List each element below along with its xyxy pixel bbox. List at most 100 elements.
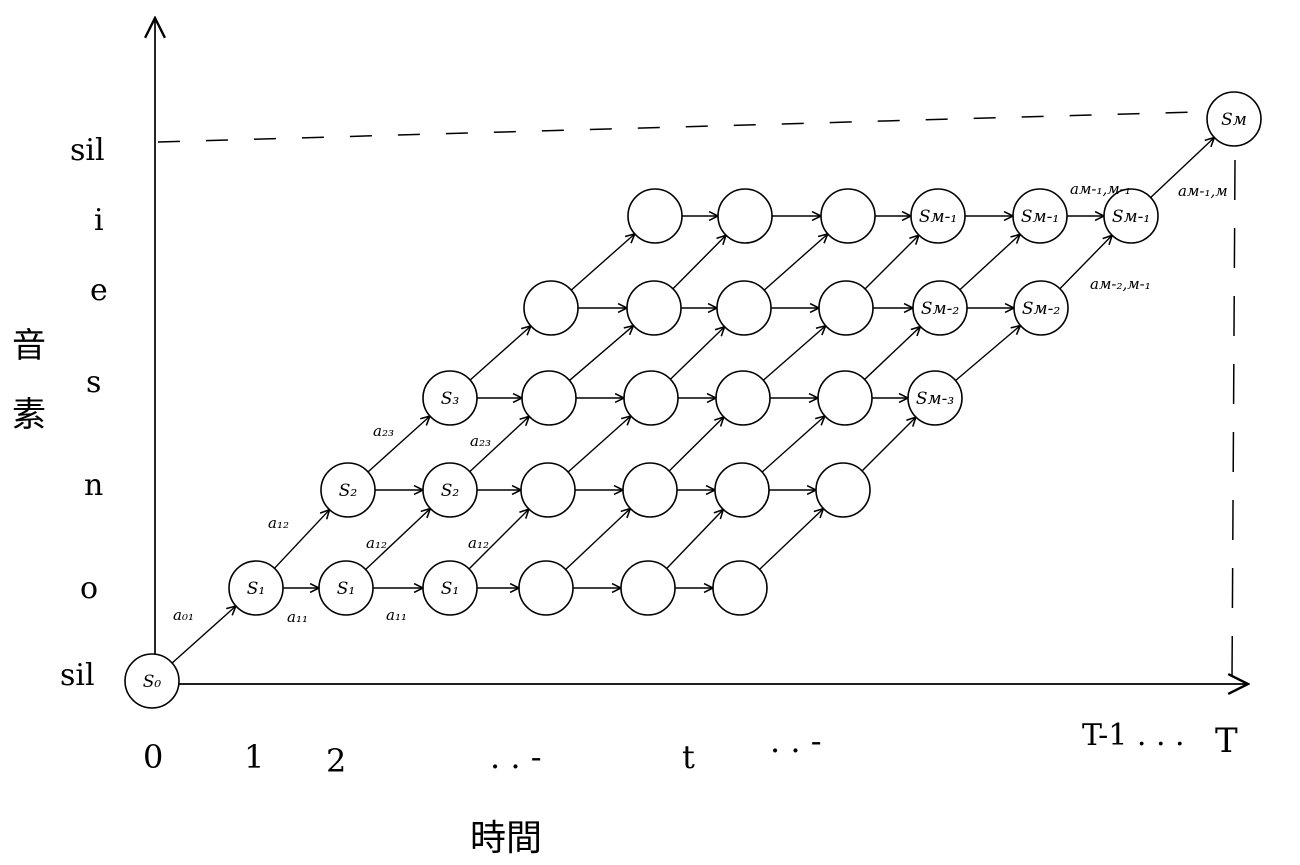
edge-label-a11-2: a₁₁ xyxy=(386,606,407,624)
state-node-circle xyxy=(318,560,374,616)
state-node-label: S₁ xyxy=(337,579,355,599)
state-node-circle xyxy=(620,560,676,616)
state-node-label: Sм-₂ xyxy=(921,299,959,319)
state-node-r1c3 xyxy=(518,560,574,616)
state-node-r3c2 xyxy=(623,370,679,426)
state-node-circle xyxy=(714,462,770,518)
edge-label-am1m1: aм-₁,м-₁ xyxy=(1070,180,1131,198)
state-node-r5c5: Sм-₁ xyxy=(1103,188,1159,244)
forward-transition-edge xyxy=(672,235,726,290)
state-node-circle xyxy=(1103,188,1159,244)
state-node-circle xyxy=(717,188,773,244)
edge-labels: a₀₁ a₁₁ a₁₁ a₁₂ a₁₂ a₁₂ a₂₃ a₂₃ aм-₁,м-₁… xyxy=(173,180,1228,626)
state-node-label: S₂ xyxy=(339,481,358,501)
state-nodes: S₀ Sм S₁ S₁ S₁ S₂ S₂ S₃ Sм-₃ Sм-₂ Sм-₂ Sм-₁ Sм-₁ Sм-₁ xyxy=(124,91,1262,709)
state-node-label: S₁ xyxy=(441,579,459,599)
forward-transition-edge xyxy=(666,509,724,569)
state-node-r1c2: S₁ xyxy=(422,560,478,616)
state-node-s0: S₀ xyxy=(124,653,180,709)
state-node-circle xyxy=(422,370,478,426)
state-node-label: S₂ xyxy=(441,481,460,501)
state-node-circle xyxy=(518,560,574,616)
state-node-r5c3: Sм-₁ xyxy=(910,188,966,244)
state-node-circle xyxy=(626,280,682,336)
state-node-label: S₁ xyxy=(247,579,265,599)
x-tick-0: 0 xyxy=(143,738,163,776)
state-node-r1c1: S₁ xyxy=(318,560,374,616)
y-tick-n: n xyxy=(84,468,103,503)
state-node-label: Sм-₃ xyxy=(916,389,954,409)
y-tick-labels: sil o n s e i sil xyxy=(60,133,108,693)
y-tick-e: e xyxy=(90,273,108,308)
forward-transition-edge xyxy=(669,327,724,380)
forward-transition-edge xyxy=(861,417,916,472)
state-node-circle xyxy=(228,560,284,616)
state-node-circle xyxy=(820,188,876,244)
state-node-r5c2 xyxy=(820,188,876,244)
state-node-circle xyxy=(910,188,966,244)
x-tick-dots-2: . . - xyxy=(770,722,822,760)
forward-transition-edge xyxy=(469,416,529,473)
y-axis-title-char-1: 音 xyxy=(12,326,46,366)
forward-transition-edge xyxy=(959,234,1020,291)
state-node-circle xyxy=(627,188,683,244)
state-node-r2c4 xyxy=(714,462,770,518)
state-node-r3c3 xyxy=(715,370,771,426)
state-node-circle xyxy=(815,462,871,518)
y-tick-o: o xyxy=(80,571,98,606)
state-node-circle xyxy=(622,462,678,518)
edge-label-a12-2: a₁₂ xyxy=(366,534,387,552)
state-node-r4c3 xyxy=(818,280,874,336)
state-node-r4c4: Sм-₂ xyxy=(912,280,968,336)
state-node-r3c5: Sм-₃ xyxy=(907,370,963,426)
state-node-r5c0 xyxy=(627,188,683,244)
edge-label-a23-2: a₂₃ xyxy=(470,432,491,450)
forward-transition-edge xyxy=(570,234,635,291)
state-node-circle xyxy=(320,462,376,518)
state-node-label: S₀ xyxy=(143,672,162,692)
forward-transition-edge xyxy=(864,235,919,290)
state-node-circle xyxy=(623,370,679,426)
edge-label-am2m1: aм-₂,м-₁ xyxy=(1090,275,1151,293)
state-node-label: Sм-₂ xyxy=(1022,299,1060,319)
forward-transition-edge xyxy=(365,509,431,570)
forward-transition-edge xyxy=(567,416,631,473)
forward-transition-edge xyxy=(763,234,828,291)
state-node-r2c0: S₂ xyxy=(320,462,376,518)
forward-transition-edge xyxy=(468,509,529,570)
y-axis-title: 音 素 xyxy=(12,326,46,435)
state-node-r2c1: S₂ xyxy=(422,462,478,518)
edge-label-a01: a₀₁ xyxy=(173,606,194,624)
right-dashed-line xyxy=(1231,159,1236,681)
x-axis-title: 時間 xyxy=(470,818,542,859)
state-node-label: Sм-₁ xyxy=(919,207,957,227)
forward-transition-edge xyxy=(759,509,824,570)
state-node-circle xyxy=(520,462,576,518)
state-node-circle xyxy=(912,280,968,336)
state-node-r4c2 xyxy=(716,280,772,336)
state-node-circle xyxy=(523,280,579,336)
forward-transition-edge xyxy=(565,509,631,570)
state-node-r1c5 xyxy=(712,560,768,616)
state-node-r4c0 xyxy=(523,280,579,336)
edge-to-final-state xyxy=(1150,138,1215,198)
forward-transition-edge xyxy=(273,510,329,569)
state-node-label: S₃ xyxy=(441,389,460,409)
forward-transition-edge xyxy=(762,326,825,381)
state-node-r1c0: S₁ xyxy=(228,560,284,616)
state-node-r4c5: Sм-₂ xyxy=(1013,280,1069,336)
y-axis-title-char-2: 素 xyxy=(12,395,46,435)
state-node-r4c1 xyxy=(626,280,682,336)
edge-label-a12-1: a₁₂ xyxy=(268,514,289,532)
forward-transition-edge xyxy=(761,416,825,473)
x-tick-t-minus-1: T-1 . . . xyxy=(1082,718,1185,753)
state-node-circle xyxy=(712,560,768,616)
state-node-r3c0: S₃ xyxy=(422,370,478,426)
forward-transition-edge xyxy=(955,325,1021,382)
state-node-label: Sм-₁ xyxy=(1112,207,1150,227)
state-node-sM: Sм xyxy=(1206,91,1262,147)
state-node-circle xyxy=(1012,188,1068,244)
state-node-circle xyxy=(521,370,577,426)
state-node-r2c2 xyxy=(520,462,576,518)
